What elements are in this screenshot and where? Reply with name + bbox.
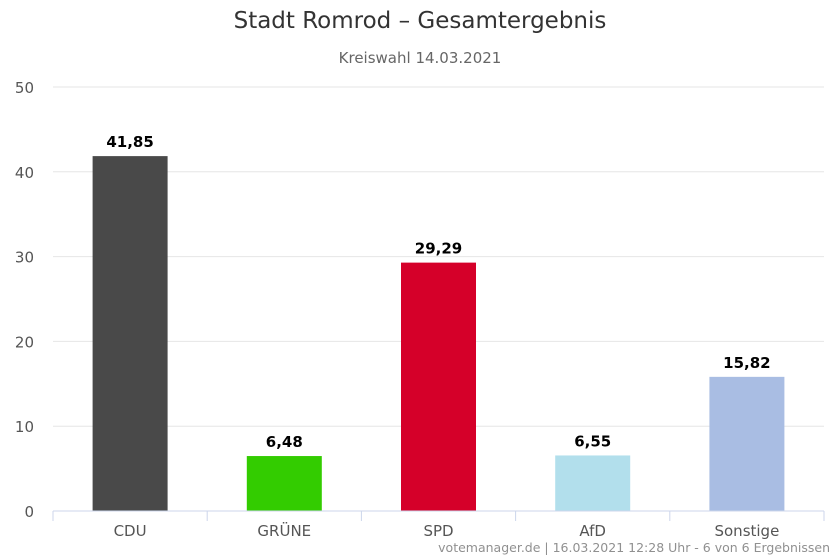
- bar-afd: [555, 455, 631, 511]
- bar-sonstige: [709, 376, 785, 511]
- data-label: 15,82: [723, 354, 770, 372]
- y-tick-label: 50: [15, 79, 34, 97]
- x-tick-label: AfD: [579, 522, 606, 540]
- bar-spd: [401, 262, 476, 511]
- x-tick-label: SPD: [423, 522, 453, 540]
- chart-title: Stadt Romrod – Gesamtergebnis: [233, 8, 607, 34]
- x-tick-label: CDU: [114, 522, 147, 540]
- y-tick-label: 0: [24, 503, 34, 521]
- data-label: 6,55: [574, 432, 611, 450]
- chart-subtitle: Kreiswahl 14.03.2021: [338, 49, 502, 67]
- bar-grüne: [246, 456, 322, 511]
- y-tick-label: 10: [15, 418, 34, 436]
- x-tick-label: Sonstige: [714, 522, 779, 540]
- y-tick-label: 20: [15, 333, 34, 351]
- x-tick-label: GRÜNE: [257, 521, 311, 540]
- chart-credit[interactable]: votemanager.de | 16.03.2021 12:28 Uhr - …: [438, 540, 830, 555]
- data-label: 29,29: [415, 240, 462, 258]
- y-axis: 0 10 20 30 40 50: [15, 79, 34, 521]
- x-axis: CDU GRÜNE SPD AfD Sonstige: [52, 510, 825, 540]
- data-label: 41,85: [106, 133, 153, 151]
- bars: [92, 156, 785, 511]
- y-tick-label: 40: [15, 164, 34, 182]
- data-labels: 41,85 6,48 29,29 6,55 15,82: [106, 133, 770, 451]
- data-label: 6,48: [266, 433, 303, 451]
- bar-cdu: [92, 156, 168, 511]
- y-tick-label: 30: [15, 249, 34, 267]
